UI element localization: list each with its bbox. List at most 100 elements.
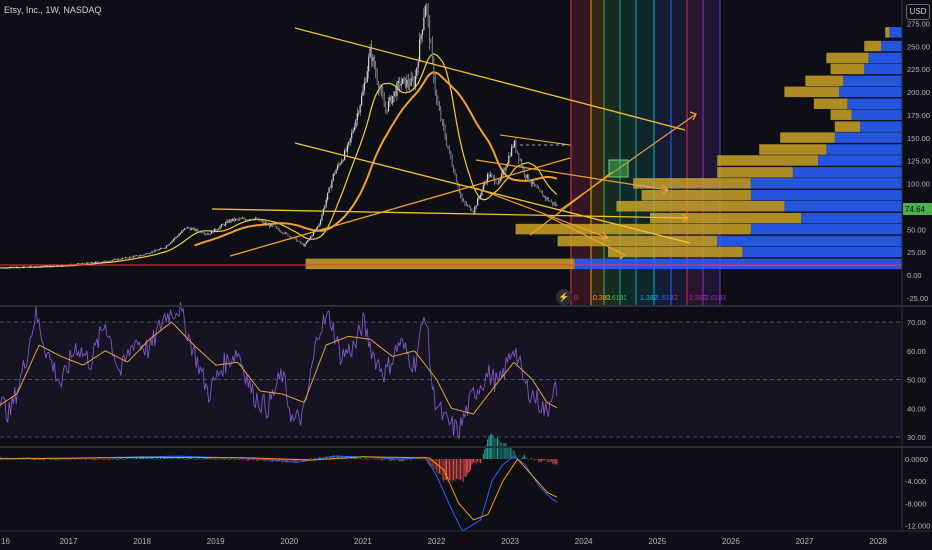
- candle-body: [409, 84, 411, 86]
- volume-profile-bar-down: [650, 212, 802, 224]
- candle-body: [36, 266, 39, 268]
- projection-arrow: [529, 171, 613, 236]
- candle-body: [175, 236, 177, 238]
- macd-histogram-bar: [41, 459, 43, 460]
- candle-body: [331, 180, 333, 188]
- candle-body: [24, 266, 26, 268]
- macd-histogram-bar: [549, 459, 551, 463]
- macd-histogram-bar: [361, 458, 363, 460]
- candle-body: [113, 259, 115, 261]
- fib-zone-label: 2.618: [705, 295, 723, 302]
- candle-body: [65, 265, 67, 267]
- macd-tick-label: -4.000: [905, 477, 926, 486]
- macd-histogram-bar: [192, 459, 194, 460]
- candle-body: [349, 138, 351, 142]
- candle-body: [484, 183, 486, 185]
- macd-histogram-bar: [437, 459, 439, 475]
- volume-profile-bar-down: [633, 178, 751, 189]
- macd-histogram-bar: [471, 459, 473, 465]
- candle-body: [25, 267, 27, 268]
- volume-profile-bar-down: [641, 190, 751, 201]
- candle-body: [212, 231, 214, 233]
- lightning-icon[interactable]: ⚡: [556, 289, 572, 305]
- macd-histogram-bar: [498, 439, 500, 459]
- macd-histogram-bar: [102, 459, 104, 461]
- candle-body: [392, 96, 394, 104]
- volume-profile-bar-down: [608, 246, 743, 258]
- volume-profile-bar-down: [885, 27, 890, 38]
- volume-profile-bar-down: [616, 200, 785, 212]
- macd-histogram-bar: [191, 457, 193, 459]
- candle-body: [448, 148, 450, 151]
- currency-selector[interactable]: USD: [906, 4, 930, 20]
- macd-histogram-bar: [11, 459, 13, 460]
- candle-body: [540, 191, 542, 193]
- candle-body: [386, 109, 388, 111]
- price-tick-label: 125.00: [907, 157, 930, 166]
- macd-histogram-bar: [513, 450, 515, 459]
- candle-body: [362, 90, 364, 96]
- macd-histogram-bar: [368, 458, 370, 460]
- macd-histogram-bar: [93, 459, 95, 461]
- macd-histogram-bar: [39, 459, 41, 460]
- candle-body: [26, 267, 29, 268]
- candle-body: [226, 220, 228, 223]
- candle-body: [428, 19, 431, 43]
- candle-body: [304, 243, 306, 247]
- macd-histogram-bar: [113, 459, 115, 460]
- candle-body: [151, 251, 153, 253]
- macd-histogram-bar: [170, 459, 172, 460]
- price-tick-label: 275.00: [907, 19, 930, 28]
- macd-histogram-bar: [369, 459, 371, 460]
- candle-body: [182, 229, 184, 231]
- rsi-tick-label: 70.00: [907, 318, 926, 327]
- candle-body: [420, 34, 422, 40]
- macd-histogram-bar: [416, 458, 418, 459]
- volume-profile-bar-down: [759, 144, 827, 155]
- macd-histogram-bar: [75, 459, 77, 460]
- candle-body: [205, 233, 207, 235]
- macd-histogram-bar: [185, 459, 187, 460]
- candle-body: [42, 265, 44, 267]
- candle-body: [148, 253, 150, 254]
- macd-histogram-bar: [168, 458, 170, 459]
- candle-body: [83, 263, 85, 264]
- candle-body: [1, 267, 3, 269]
- macd-histogram-bar: [550, 459, 552, 462]
- candle-body: [515, 140, 517, 151]
- candle-body: [49, 265, 51, 267]
- macd-histogram-bar: [419, 459, 421, 460]
- candle-body: [11, 266, 13, 268]
- candle-body: [235, 218, 237, 221]
- candle-body: [496, 183, 499, 185]
- candle-body: [97, 261, 99, 263]
- candle-body: [345, 150, 347, 152]
- macd-histogram-bar: [475, 459, 477, 465]
- macd-histogram-bar: [522, 456, 524, 459]
- macd-histogram-bar: [145, 457, 147, 459]
- macd-histogram-bar: [148, 458, 150, 460]
- candle-body: [421, 29, 424, 35]
- candle-body: [202, 233, 204, 234]
- macd-histogram-bar: [356, 457, 358, 459]
- candle-body: [17, 266, 19, 268]
- candle-body: [186, 227, 189, 229]
- macd-histogram-bar: [114, 458, 116, 459]
- candle-body: [319, 220, 322, 225]
- candle-body: [51, 265, 53, 267]
- candle-body: [550, 201, 552, 202]
- candle-body: [451, 157, 453, 167]
- candle-body: [430, 42, 432, 44]
- macd-histogram-bar: [55, 459, 57, 461]
- candle-body: [547, 197, 550, 201]
- candle-body: [327, 192, 329, 200]
- macd-histogram-bar: [370, 458, 372, 459]
- candle-body: [495, 182, 497, 184]
- candle-body: [134, 255, 136, 257]
- volume-profile-bar-up: [868, 52, 902, 64]
- macd-histogram-bar: [295, 459, 297, 463]
- candle-body: [502, 169, 504, 174]
- candle-body: [103, 261, 105, 262]
- candle-body: [145, 253, 148, 254]
